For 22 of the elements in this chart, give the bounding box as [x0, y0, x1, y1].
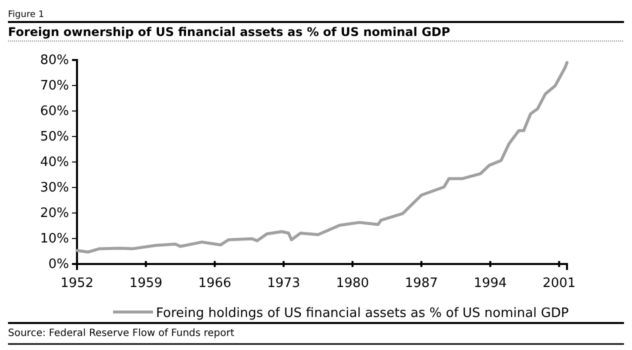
x-tick-label: 1987	[404, 276, 438, 292]
y-tick-label: 50%	[40, 130, 69, 145]
y-tick-label: 20%	[40, 206, 69, 222]
y-tick-label: 60%	[40, 104, 69, 120]
y-tick-label: 70%	[40, 78, 69, 94]
source-note: Source: Federal Reserve Flow of Funds report	[8, 328, 234, 339]
y-tick-label: 40%	[40, 155, 69, 170]
x-tick-label: 1966	[198, 276, 232, 292]
x-tick-label: 2001	[542, 276, 576, 292]
chart-title: Foreign ownership of US financial assets as % of US nominal GDP	[8, 25, 450, 39]
x-tick-label: 1980	[336, 276, 370, 292]
y-tick-label: 10%	[40, 232, 69, 247]
legend-label: Foreing holdings of US financial assets as % of US nominal GDP	[156, 306, 569, 321]
x-tick-label: 1973	[267, 276, 300, 292]
x-tick-label: 1994	[474, 276, 507, 292]
y-tick-label: 30%	[40, 180, 69, 196]
y-tick-label: 80%	[40, 53, 69, 68]
caption: Figure 1	[8, 10, 44, 20]
x-tick-label: 1959	[129, 276, 162, 292]
y-tick-label: 0%	[48, 257, 69, 272]
line-series	[76, 61, 568, 254]
x-tick-label: 1952	[60, 276, 94, 292]
